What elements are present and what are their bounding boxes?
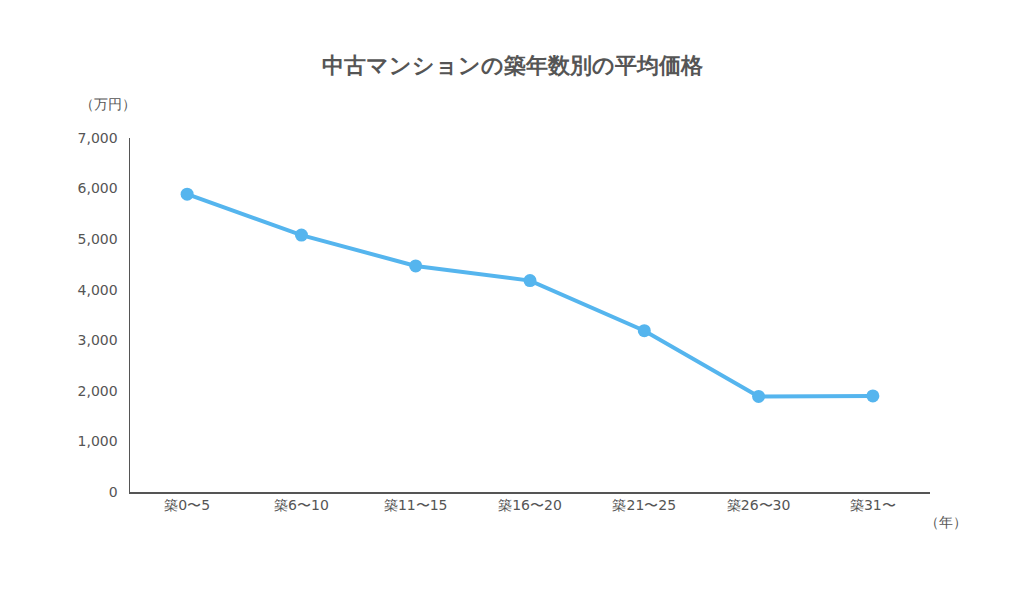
svg-text:築6〜10: 築6〜10 bbox=[274, 497, 329, 513]
svg-text:中古マンションの築年数別の平均価格: 中古マンションの築年数別の平均価格 bbox=[322, 53, 704, 78]
svg-text:5,000: 5,000 bbox=[78, 231, 118, 247]
svg-text:築31〜: 築31〜 bbox=[850, 497, 896, 513]
svg-text:築21〜25: 築21〜25 bbox=[612, 497, 676, 513]
svg-text:築11〜15: 築11〜15 bbox=[384, 497, 448, 513]
svg-text:7,000: 7,000 bbox=[78, 130, 118, 146]
svg-text:築26〜30: 築26〜30 bbox=[727, 497, 791, 513]
svg-text:6,000: 6,000 bbox=[78, 180, 118, 196]
svg-text:3,000: 3,000 bbox=[78, 332, 118, 348]
svg-text:0: 0 bbox=[109, 484, 118, 500]
svg-text:4,000: 4,000 bbox=[78, 282, 118, 298]
svg-text:築16〜20: 築16〜20 bbox=[498, 497, 562, 513]
svg-text:1,000: 1,000 bbox=[78, 433, 118, 449]
svg-text:（年）: （年） bbox=[925, 514, 967, 530]
svg-text:2,000: 2,000 bbox=[78, 383, 118, 399]
svg-text:築0〜5: 築0〜5 bbox=[164, 497, 210, 513]
svg-text:（万円）: （万円） bbox=[80, 96, 136, 112]
